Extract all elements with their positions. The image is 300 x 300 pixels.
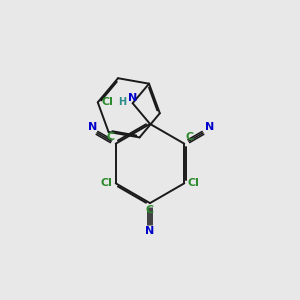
Text: N: N — [88, 122, 98, 132]
Text: N: N — [128, 93, 137, 103]
Text: Cl: Cl — [100, 178, 112, 188]
Text: N: N — [146, 226, 154, 236]
Text: N: N — [205, 122, 214, 132]
Text: Cl: Cl — [188, 178, 200, 188]
Text: C: C — [106, 132, 114, 142]
Text: C: C — [186, 132, 194, 142]
Text: C: C — [146, 205, 154, 214]
Text: H: H — [118, 97, 126, 107]
Text: Cl: Cl — [101, 97, 113, 107]
